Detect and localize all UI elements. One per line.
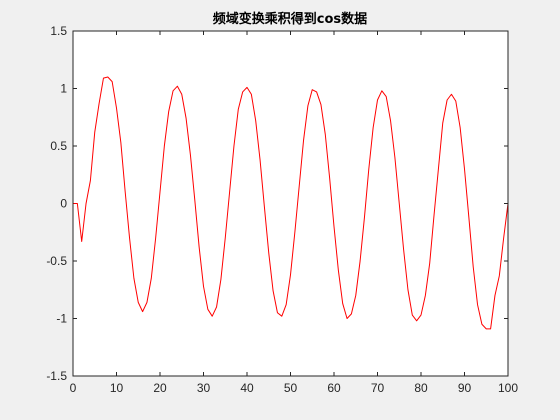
x-tick-label: 0 bbox=[70, 381, 77, 395]
x-tick-label: 70 bbox=[371, 381, 385, 395]
x-tick-label: 20 bbox=[153, 381, 167, 395]
y-axis-ticks: -1.5 -1 -0.5 0 0.5 1 1.5 bbox=[46, 24, 508, 383]
x-tick-label: 100 bbox=[498, 381, 518, 395]
y-tick-label: 0 bbox=[60, 197, 67, 211]
x-tick-label: 90 bbox=[458, 381, 472, 395]
y-tick-label: 1 bbox=[60, 82, 67, 96]
x-tick-label: 40 bbox=[240, 381, 254, 395]
x-axis-ticks: 0 10 20 30 40 50 60 70 80 90 100 bbox=[70, 31, 518, 395]
y-tick-label: -1.5 bbox=[46, 369, 67, 383]
y-tick-label: 0.5 bbox=[50, 139, 67, 153]
series-layer bbox=[73, 76, 509, 330]
x-tick-label: 30 bbox=[197, 381, 211, 395]
chart-title: 频域变换乘积得到cos数据 bbox=[213, 11, 367, 27]
y-tick-label: 1.5 bbox=[50, 24, 67, 38]
x-tick-label: 60 bbox=[327, 381, 341, 395]
y-tick-label: -0.5 bbox=[46, 254, 67, 268]
x-tick-label: 50 bbox=[284, 381, 298, 395]
axes-box bbox=[72, 30, 509, 377]
plot-area bbox=[73, 31, 508, 376]
series-line-0 bbox=[73, 76, 509, 330]
y-tick-label: -1 bbox=[56, 312, 67, 326]
x-tick-label: 80 bbox=[414, 381, 428, 395]
x-tick-label: 10 bbox=[110, 381, 124, 395]
